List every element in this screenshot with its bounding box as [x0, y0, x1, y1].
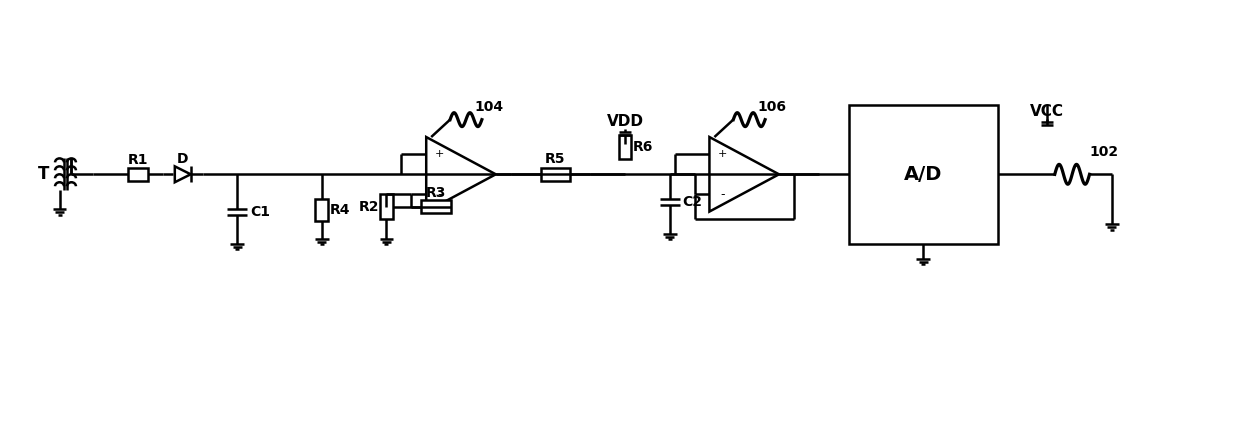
Text: +: + — [718, 150, 727, 159]
Text: C1: C1 — [250, 205, 270, 219]
Text: 106: 106 — [758, 100, 786, 114]
Polygon shape — [175, 166, 191, 182]
Text: 104: 104 — [474, 100, 503, 114]
Text: R4: R4 — [330, 203, 350, 217]
Bar — [848, 105, 998, 244]
Polygon shape — [427, 137, 496, 211]
Text: -: - — [720, 188, 724, 201]
Text: R5: R5 — [546, 152, 565, 166]
Bar — [619, 135, 631, 159]
Text: 102: 102 — [1090, 146, 1118, 159]
Text: VDD: VDD — [606, 114, 644, 129]
Bar — [315, 199, 329, 221]
Text: D: D — [177, 152, 188, 166]
Text: R3: R3 — [427, 186, 446, 200]
Text: R6: R6 — [632, 140, 653, 154]
Text: R1: R1 — [128, 153, 149, 167]
Bar — [128, 168, 148, 181]
Bar — [541, 168, 570, 181]
Text: C2: C2 — [682, 195, 703, 209]
Text: A/D: A/D — [904, 165, 942, 184]
Text: -: - — [436, 188, 441, 201]
Bar — [379, 194, 393, 219]
Text: +: + — [434, 150, 444, 159]
Polygon shape — [709, 137, 779, 211]
Text: R2: R2 — [358, 200, 379, 214]
Text: VCC: VCC — [1030, 104, 1064, 119]
Bar — [422, 200, 451, 213]
Text: T: T — [38, 165, 50, 183]
